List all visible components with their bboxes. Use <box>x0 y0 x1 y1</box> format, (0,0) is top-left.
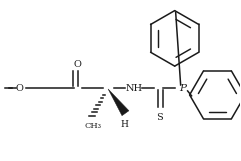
Text: NH: NH <box>125 84 142 93</box>
Text: O: O <box>73 60 81 69</box>
Polygon shape <box>108 89 129 116</box>
Text: CH₃: CH₃ <box>85 122 102 130</box>
Text: S: S <box>156 113 163 122</box>
Text: O: O <box>16 84 24 93</box>
Text: P: P <box>179 84 186 93</box>
Text: H: H <box>120 120 128 129</box>
